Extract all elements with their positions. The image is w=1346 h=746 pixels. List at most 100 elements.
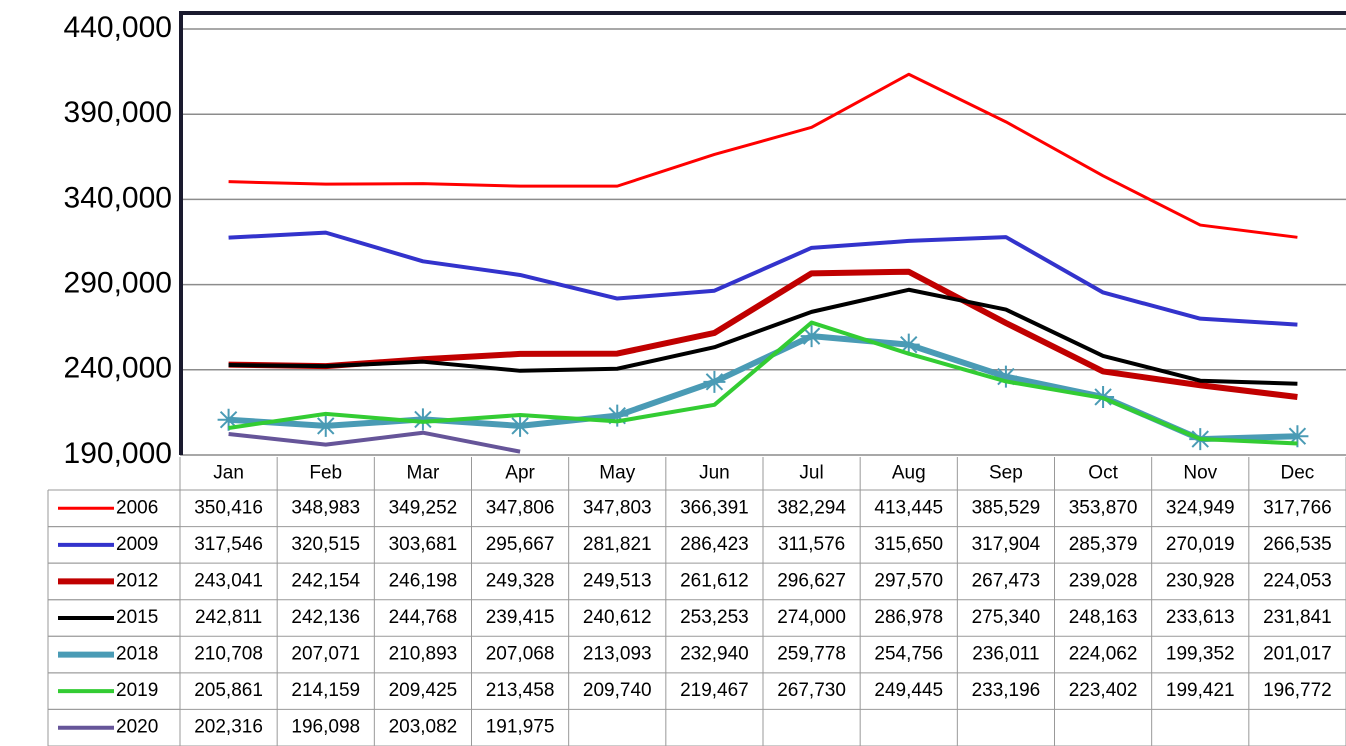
table-value: 286,978: [874, 607, 943, 628]
table-value: 303,681: [389, 534, 458, 555]
series-line: [228, 268, 1298, 400]
table-value: 311,576: [778, 534, 845, 555]
table-value: 267,473: [972, 570, 1041, 591]
point-marker: [800, 325, 823, 348]
table-value: 231,841: [1263, 607, 1332, 628]
point-marker: [897, 333, 920, 356]
table-value: 207,071: [291, 644, 360, 665]
table-value: 213,093: [583, 644, 652, 665]
category-label: Jun: [699, 463, 730, 484]
y-tick-label: 240,000: [64, 352, 172, 385]
legend-label: 2019: [116, 680, 158, 701]
table-value: 202,316: [194, 717, 263, 738]
y-tick-label: 390,000: [64, 96, 172, 129]
table-value: 210,893: [389, 644, 458, 665]
legend-label: 2015: [116, 607, 158, 628]
point-marker: [1286, 425, 1309, 448]
table-value: 196,772: [1263, 680, 1332, 701]
point-marker: [606, 404, 629, 427]
table-value: 275,340: [972, 607, 1041, 628]
table-value: 285,379: [1069, 534, 1138, 555]
table-value: 286,423: [680, 534, 749, 555]
table-value: 320,515: [291, 534, 360, 555]
plot-frame: [179, 11, 1346, 455]
series-line: [228, 287, 1298, 386]
y-tick-label: 290,000: [64, 267, 172, 300]
table-value: 324,949: [1166, 497, 1235, 518]
table-value: 233,613: [1166, 607, 1235, 628]
legend-label: 2020: [116, 717, 158, 738]
table-value: 210,708: [194, 644, 263, 665]
table-value: 266,535: [1263, 534, 1332, 555]
category-label: Aug: [892, 463, 926, 484]
table-value: 199,352: [1166, 644, 1235, 665]
point-marker: [994, 365, 1017, 388]
category-label: Oct: [1088, 463, 1118, 484]
table-value: 209,740: [583, 680, 652, 701]
table-value: 207,068: [486, 644, 555, 665]
table-value: 281,821: [583, 534, 652, 555]
table-value: 253,253: [680, 607, 749, 628]
category-label: Nov: [1183, 463, 1217, 484]
table-value: 413,445: [874, 497, 943, 518]
table-value: 244,768: [389, 607, 458, 628]
table-value: 191,975: [486, 717, 555, 738]
table-value: 274,000: [777, 607, 846, 628]
category-label: Mar: [407, 463, 440, 484]
category-label: Jul: [799, 463, 823, 484]
table-value: 315,650: [874, 534, 943, 555]
series-line: [228, 230, 1298, 327]
legend-label: 2018: [116, 644, 158, 665]
y-tick-label: 190,000: [64, 437, 172, 470]
table-value: 382,294: [777, 497, 846, 518]
table-value: 385,529: [972, 497, 1041, 518]
y-tick-label: 440,000: [64, 11, 172, 44]
series-line: [228, 333, 1298, 443]
category-label: Feb: [309, 463, 342, 484]
category-label: May: [599, 463, 635, 484]
legend-label: 2012: [116, 570, 158, 591]
table-value: 254,756: [874, 644, 943, 665]
category-label: Jan: [213, 463, 244, 484]
point-marker: [509, 414, 532, 437]
table-value: 347,806: [486, 497, 555, 518]
table-value: 201,017: [1263, 644, 1332, 665]
table-value: 239,415: [486, 607, 555, 628]
table-value: 219,467: [680, 680, 749, 701]
table-value: 209,425: [389, 680, 458, 701]
table-value: 366,391: [680, 497, 749, 518]
table-value: 240,612: [583, 607, 652, 628]
table-value: 214,159: [291, 680, 360, 701]
table-value: 353,870: [1069, 497, 1138, 518]
table-value: 317,766: [1263, 497, 1332, 518]
table-value: 236,011: [972, 644, 1039, 665]
point-marker: [314, 414, 337, 437]
table-value: 261,612: [680, 570, 749, 591]
category-label: Apr: [505, 463, 535, 484]
table-value: 246,198: [389, 570, 458, 591]
table-value: 296,627: [777, 570, 846, 591]
table-value: 233,196: [972, 680, 1041, 701]
table-value: 242,154: [291, 570, 360, 591]
series-line: [228, 430, 521, 454]
table-value: 267,730: [777, 680, 846, 701]
table-value: 270,019: [1166, 534, 1235, 555]
table-value: 243,041: [194, 570, 263, 591]
table-value: 348,983: [291, 497, 360, 518]
category-label: Sep: [989, 463, 1023, 484]
point-marker: [411, 408, 434, 431]
table-value: 249,328: [486, 570, 555, 591]
table-value: 223,402: [1069, 680, 1138, 701]
series-line: [228, 320, 1298, 446]
table-value: 224,062: [1069, 644, 1138, 665]
data-table: Jan Feb Mar Apr May Jun Jul Aug Sep Oct Nov Dec 2006…: [47, 457, 1346, 746]
plot: [217, 72, 1309, 454]
table-value: 317,546: [194, 534, 263, 555]
legend-label: 2006: [116, 497, 158, 518]
table-value: 213,458: [486, 680, 555, 701]
table-value: 196,098: [291, 717, 360, 738]
table-value: 199,421: [1166, 680, 1235, 701]
y-tick-label: 340,000: [64, 181, 172, 214]
table-value: 295,667: [486, 534, 555, 555]
